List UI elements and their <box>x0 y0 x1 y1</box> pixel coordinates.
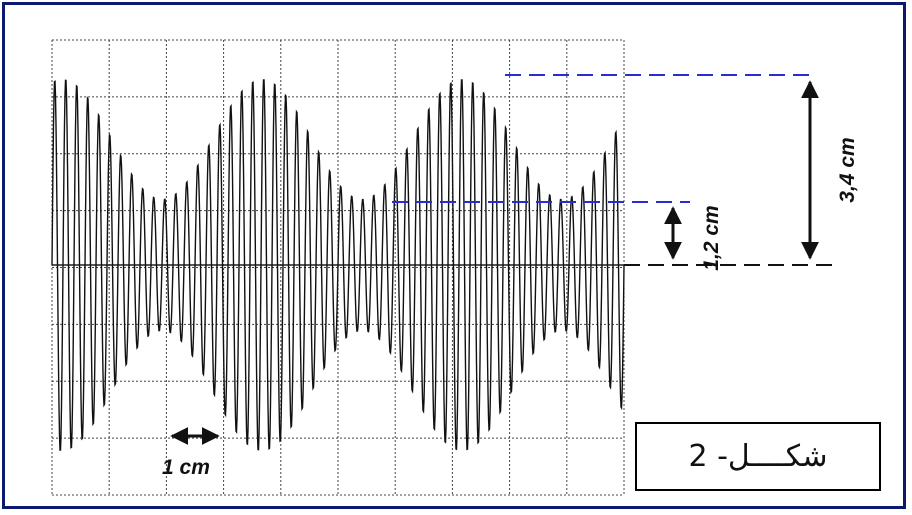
oscilloscope-grid <box>51 39 625 496</box>
figure-caption-text: 2 -شكــــل <box>688 439 828 474</box>
period-label: 1 cm <box>162 456 210 479</box>
am-signal-path <box>51 79 625 451</box>
am-signal-trace <box>51 79 625 451</box>
max-amplitude-label: 3,4 cm <box>836 137 859 202</box>
min-amplitude-label: 1,2 cm <box>700 205 723 270</box>
figure-caption: 2 -شكــــل <box>635 422 881 491</box>
